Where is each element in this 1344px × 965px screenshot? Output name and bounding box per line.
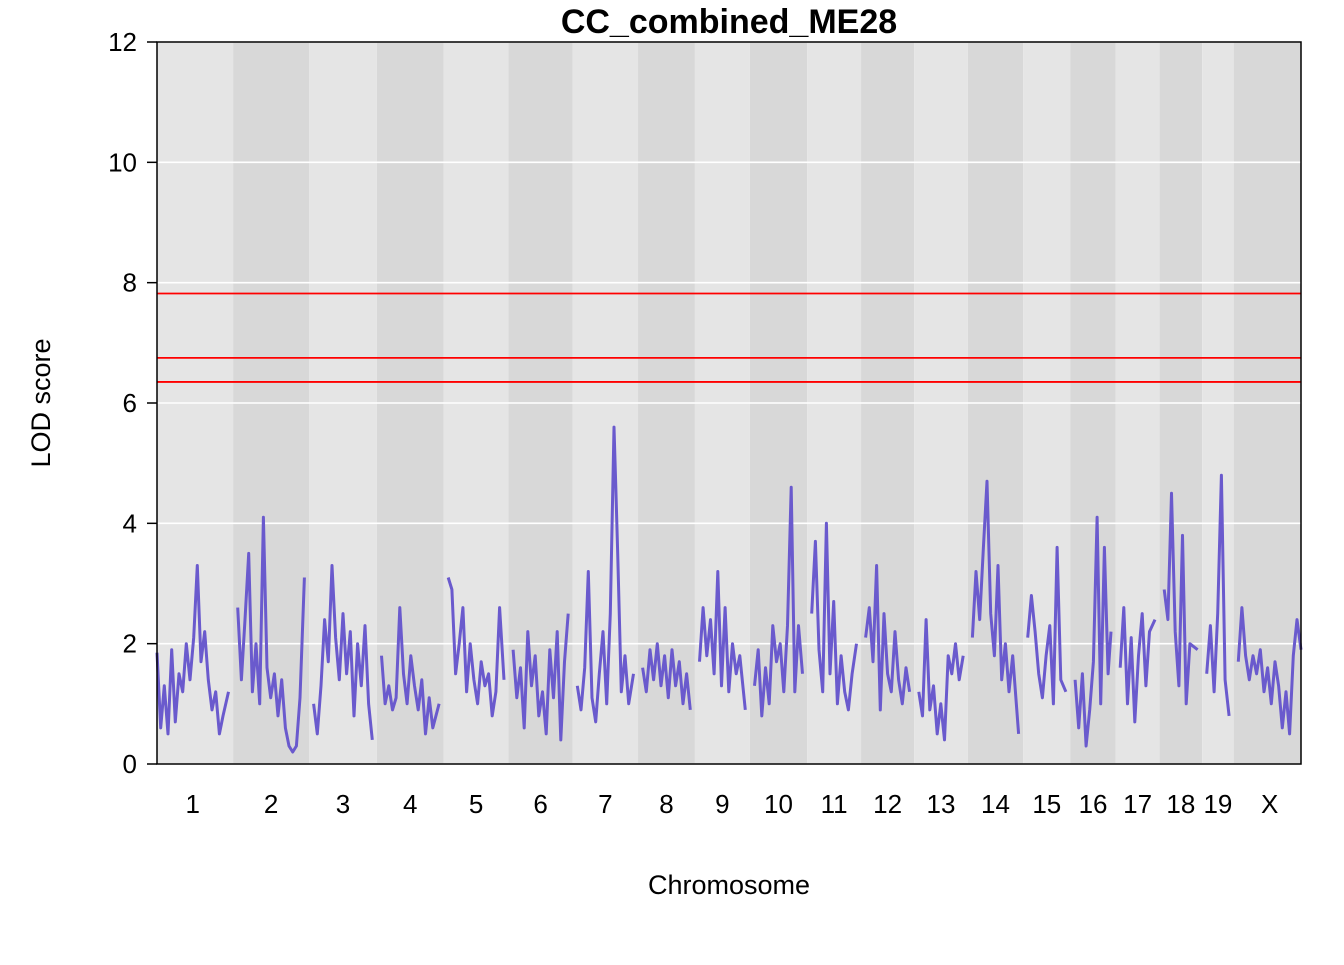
- lod-line-chr-19: [1205, 473, 1231, 717]
- x-tick-label-chr-2: 2: [264, 789, 278, 819]
- lod-line-chr-5: [446, 577, 506, 718]
- x-tick-label-chr-1: 1: [186, 789, 200, 819]
- lod-line-chr-8: [641, 642, 692, 711]
- lod-line-chr-16: [1073, 515, 1113, 748]
- x-tick-label-chr-14: 14: [981, 789, 1010, 819]
- x-tick-label-chr-5: 5: [469, 789, 483, 819]
- x-tick-label-chr-18: 18: [1166, 789, 1195, 819]
- x-axis: 1 2 3 4 5 6 7 8 9 10 11 12 13 14 15 16 17 18 19 X: [186, 789, 1279, 819]
- x-tick-label-chr-8: 8: [659, 789, 673, 819]
- x-tick-label-chr-11: 11: [821, 789, 848, 819]
- x-tick-label-chr-17: 17: [1123, 789, 1152, 819]
- y-tick-label: 8: [123, 268, 137, 298]
- x-tick-label-chr-X: X: [1261, 789, 1278, 819]
- y-tick-label: 6: [123, 388, 137, 418]
- lod-line-chr-14: [970, 479, 1021, 735]
- y-tick-label: 10: [108, 147, 137, 177]
- x-tick-label-chr-13: 13: [927, 789, 956, 819]
- lod-line-chr-13: [917, 618, 965, 742]
- threshold-lines: [157, 292, 1301, 383]
- lod-line-chr-7: [575, 425, 635, 724]
- chart-title: CC_combined_ME28: [561, 3, 897, 41]
- lod-line-chr-2: [236, 515, 306, 754]
- x-tick-label-chr-16: 16: [1079, 789, 1108, 819]
- x-tick-label-chr-12: 12: [873, 789, 902, 819]
- x-tick-label-chr-3: 3: [336, 789, 350, 819]
- lod-line-chr-10: [753, 485, 804, 718]
- x-tick-label-chr-9: 9: [715, 789, 729, 819]
- lod-line-chr-18: [1162, 491, 1199, 706]
- y-tick-label: 2: [123, 629, 137, 659]
- lod-line-chr-12: [864, 564, 912, 712]
- lod-series: [155, 425, 1303, 754]
- y-tick-label: 0: [123, 749, 137, 779]
- lod-line-chr-11: [810, 521, 858, 712]
- x-axis-label: Chromosome: [648, 870, 810, 900]
- lod-line-chr-6: [511, 613, 570, 742]
- y-tick-label: 12: [108, 27, 137, 57]
- y-axis-label: LOD score: [26, 338, 56, 467]
- x-tick-label-chr-4: 4: [403, 789, 417, 819]
- lod-line-chr-4: [380, 606, 441, 736]
- y-axis: 0 2 4 6 8 10 12: [108, 27, 157, 779]
- lod-line-chr-X: [1236, 606, 1303, 736]
- lod-line-chr-3: [312, 564, 374, 741]
- y-tick-label: 4: [123, 508, 137, 538]
- lod-line-chr-15: [1026, 545, 1068, 706]
- lod-line-chr-1: [155, 564, 230, 736]
- x-tick-label-chr-19: 19: [1203, 789, 1232, 819]
- lod-line-chr-9: [698, 570, 747, 711]
- lod-line-chr-17: [1118, 606, 1157, 724]
- x-tick-label-chr-7: 7: [598, 789, 612, 819]
- x-tick-label-chr-15: 15: [1032, 789, 1061, 819]
- x-tick-label-chr-6: 6: [533, 789, 547, 819]
- x-tick-label-chr-10: 10: [764, 789, 793, 819]
